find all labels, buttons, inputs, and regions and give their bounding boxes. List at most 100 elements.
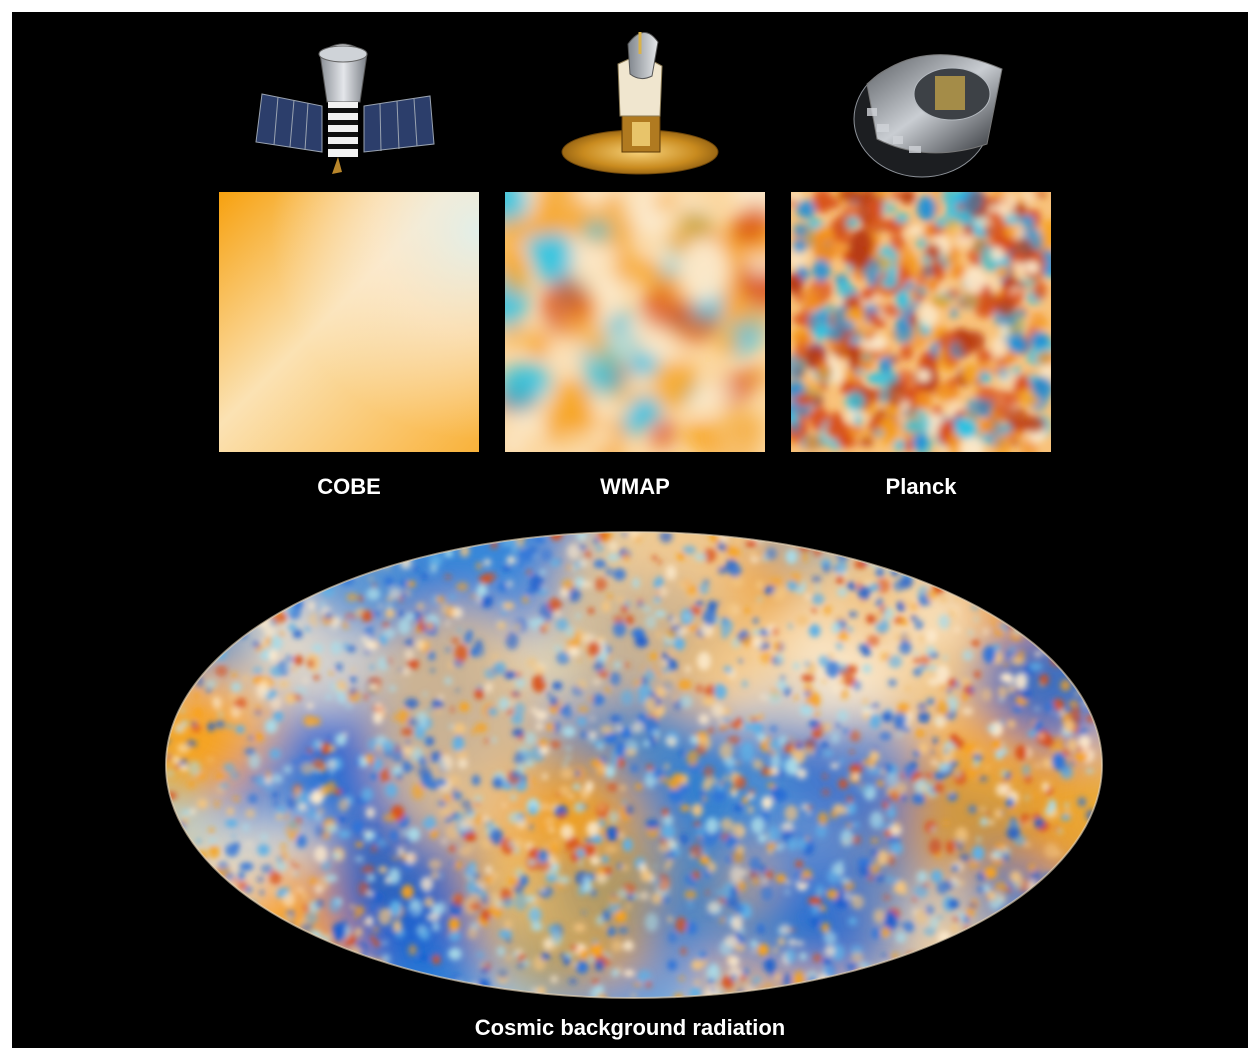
sky-texture-spot xyxy=(338,830,351,839)
sky-texture-spot xyxy=(405,852,417,864)
sky-texture-spot xyxy=(1035,651,1041,657)
sky-texture-spot xyxy=(281,843,286,850)
sky-texture-spot xyxy=(1076,558,1088,571)
planck-texture-spot xyxy=(1013,251,1024,262)
sky-texture-spot xyxy=(611,893,616,898)
sky-texture-spot xyxy=(823,750,833,757)
sky-texture-spot xyxy=(545,874,558,883)
planck-texture-spot xyxy=(894,213,910,224)
sky-texture-spot xyxy=(748,871,759,879)
sky-texture-spot xyxy=(932,737,939,745)
sky-texture-spot xyxy=(625,804,634,816)
sky-texture-spot xyxy=(1008,974,1017,985)
sky-texture-spot xyxy=(750,949,757,954)
sky-texture-spot xyxy=(430,871,440,880)
sky-texture-spot xyxy=(255,558,267,568)
sky-texture-spot xyxy=(582,875,592,886)
sky-texture-spot xyxy=(1075,900,1087,909)
sky-texture-spot xyxy=(484,738,491,744)
sky-texture-spot xyxy=(344,978,353,984)
sky-texture-spot xyxy=(767,783,776,789)
sky-texture-spot xyxy=(909,542,916,546)
sky-texture-spot xyxy=(1077,728,1089,736)
sky-texture-spot xyxy=(476,952,485,958)
sky-texture-spot xyxy=(444,574,452,580)
sky-texture-spot xyxy=(170,545,183,560)
sky-texture-spot xyxy=(531,922,543,931)
sky-texture-spot xyxy=(445,825,459,840)
sky-texture-spot xyxy=(602,909,611,922)
sky-texture-spot xyxy=(667,858,673,866)
sky-texture-spot xyxy=(883,763,893,774)
sky-texture-spot xyxy=(645,913,659,932)
sky-texture-spot xyxy=(217,711,224,718)
sky-texture-spot xyxy=(980,817,988,827)
sky-texture-spot xyxy=(1081,981,1095,998)
sky-texture-spot xyxy=(654,610,666,618)
sky-texture-spot xyxy=(933,547,945,559)
sky-texture-spot xyxy=(166,534,170,540)
sky-texture-spot xyxy=(981,688,992,702)
sky-texture-spot xyxy=(1041,781,1050,792)
sky-texture-spot xyxy=(615,742,627,758)
sky-texture-spot xyxy=(946,990,957,998)
sky-texture-spot xyxy=(191,618,204,629)
sky-texture-spot xyxy=(166,944,170,958)
sky-texture-spot xyxy=(611,939,622,953)
sky-texture-spot xyxy=(213,968,225,981)
sky-texture-spot xyxy=(731,822,746,840)
sky-texture-spot xyxy=(601,956,611,967)
sky-texture-spot xyxy=(752,758,762,770)
sky-texture-spot xyxy=(916,870,928,884)
sky-texture-spot xyxy=(185,604,200,622)
sky-texture-spot xyxy=(888,790,899,803)
sky-texture-spot xyxy=(662,808,669,818)
sky-texture-spot xyxy=(263,709,268,714)
sky-texture-spot xyxy=(1020,960,1028,971)
sky-texture-spot xyxy=(354,856,364,862)
planck-texture-spot xyxy=(794,393,814,407)
sky-texture-spot xyxy=(528,847,539,856)
sky-texture-spot xyxy=(453,722,466,736)
sky-texture-spot xyxy=(653,865,658,868)
sky-texture-spot xyxy=(912,896,918,902)
sky-texture-spot xyxy=(653,597,661,605)
sky-texture-spot xyxy=(362,693,369,701)
sky-texture-spot xyxy=(231,672,237,679)
planck-texture-spot xyxy=(920,255,932,264)
sky-texture-spot xyxy=(542,677,547,682)
sky-texture-spot xyxy=(515,751,522,756)
sky-texture-spot xyxy=(1044,701,1056,713)
sky-texture-spot xyxy=(917,711,931,724)
sky-texture-spot xyxy=(259,959,269,968)
sky-texture-spot xyxy=(849,763,863,775)
sky-texture-spot xyxy=(575,960,589,974)
sky-texture-spot xyxy=(252,582,263,593)
sky-texture-spot xyxy=(309,549,317,555)
sky-texture-spot xyxy=(346,593,358,602)
sky-texture-spot xyxy=(1069,761,1076,766)
sky-texture-spot xyxy=(208,844,220,859)
sky-texture-spot xyxy=(640,869,652,882)
sky-texture-spot xyxy=(911,792,926,805)
sky-texture-spot xyxy=(949,924,959,932)
sky-texture-spot xyxy=(961,706,974,716)
sky-texture-spot xyxy=(253,546,266,561)
sky-texture-spot xyxy=(230,770,240,780)
sky-texture-spot xyxy=(738,724,744,729)
planck-texture-spot xyxy=(949,307,959,319)
sky-texture-spot xyxy=(580,536,586,542)
sky-texture-spot xyxy=(166,843,170,854)
sky-texture-spot xyxy=(824,945,836,957)
sky-texture-spot xyxy=(419,954,430,961)
sky-texture-spot xyxy=(562,761,568,768)
sky-texture-spot xyxy=(226,576,233,585)
sky-texture-spot xyxy=(618,926,629,935)
sky-texture-spot xyxy=(385,608,395,619)
sky-texture-spot xyxy=(512,839,524,848)
sky-texture-spot xyxy=(1092,563,1098,570)
sky-texture-spot xyxy=(311,562,325,580)
sky-texture-spot xyxy=(263,560,276,575)
sky-texture-spot xyxy=(568,978,578,985)
sky-texture-spot xyxy=(639,863,647,872)
